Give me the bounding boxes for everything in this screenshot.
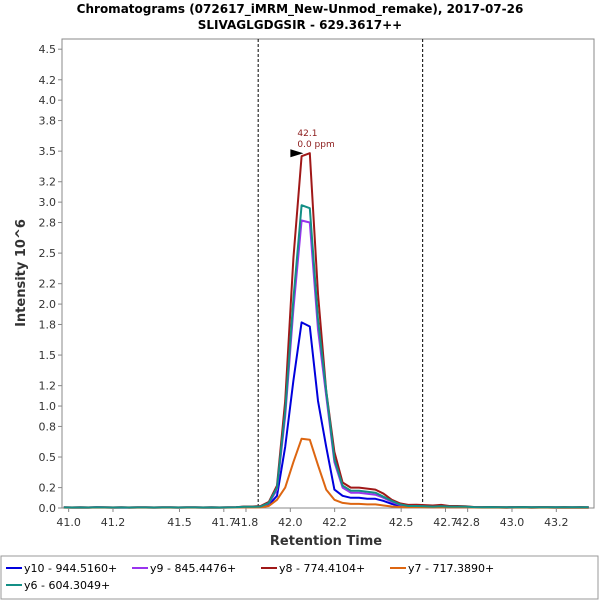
peak-annotation-text: 0.0 ppm	[297, 140, 334, 150]
legend-label: y9 - 845.4476+	[150, 562, 236, 575]
peak-arrow-icon	[290, 149, 304, 158]
y-tick-label: 1.0	[39, 400, 57, 413]
peak-annotation: 42.10.0 ppm	[290, 129, 335, 158]
series-line	[63, 204, 589, 509]
plot-frame	[61, 38, 595, 509]
x-tick-label: 42.0	[278, 516, 303, 529]
y-tick-label: 2.8	[39, 217, 57, 230]
x-tick-label: 42.2	[322, 516, 347, 529]
legend: y10 - 944.5160+ y9 - 845.4476+ y8 - 774.41…	[0, 555, 599, 600]
integration-boundaries	[257, 39, 424, 508]
legend-label: y10 - 944.5160+	[24, 562, 117, 575]
x-tick-label: 43.0	[500, 516, 525, 529]
y-tick-label: 1.8	[39, 318, 57, 331]
y-tick-label: 0.2	[39, 482, 57, 495]
y-tick-label: 3.8	[39, 115, 57, 128]
y-tick-label: 3.5	[39, 145, 57, 158]
y-axis: 0.0 0.2 0.5 0.8 1.0 1.2 1.5 1.8 2.0 2.2 2.5 2.8 3.0 3…	[39, 43, 62, 515]
y-tick-label: 2.5	[39, 247, 57, 260]
legend-label: y7 - 717.3890+	[408, 562, 494, 575]
y-tick-label: 3.2	[39, 176, 57, 189]
legend-frame	[0, 555, 599, 600]
y-tick-label: 3.0	[39, 196, 57, 209]
x-tick-label: 43.2	[544, 516, 569, 529]
x-tick-label: 41.2	[101, 516, 126, 529]
legend-label: y6 - 604.3049+	[24, 579, 110, 592]
y-axis-label: Intensity 10^6	[14, 219, 29, 327]
y-tick-label: 2.0	[39, 298, 57, 311]
x-tick-label: 42.7	[433, 516, 458, 529]
y-tick-label: 0.0	[39, 502, 57, 515]
y-tick-label: 2.2	[39, 278, 57, 291]
x-tick-label: 42.5	[389, 516, 414, 529]
y-tick-label: 4.2	[39, 74, 57, 87]
x-tick-label: 41.7	[212, 516, 237, 529]
y-tick-label: 4.0	[39, 94, 57, 107]
y-tick-label: 0.8	[39, 420, 57, 433]
x-axis-label: Retention Time	[270, 534, 382, 549]
y-tick-label: 4.5	[39, 43, 57, 56]
chart-title: Chromatograms (072617_iMRM_New-Unmod_rem…	[77, 2, 524, 17]
series-layer	[63, 152, 589, 509]
plot-area[interactable]: 42.10.0 ppm	[61, 38, 595, 509]
y-tick-label: 1.5	[39, 349, 57, 362]
x-tick-label: 41.5	[167, 516, 192, 529]
y-tick-label: 1.2	[39, 380, 57, 393]
peak-annotation-text: 42.1	[297, 129, 317, 139]
legend-label: y8 - 774.4104+	[279, 562, 365, 575]
x-tick-label: 41.0	[56, 516, 81, 529]
x-tick-label: 42.8	[455, 516, 480, 529]
chart-subtitle: SLIVAGLGDGSIR - 629.3617++	[198, 18, 402, 32]
x-axis: 41.0 41.2 41.5 41.741.8 42.0 42.2 42.5 42.742.8…	[56, 508, 569, 529]
y-tick-label: 0.5	[39, 451, 57, 464]
x-tick-label: 41.8	[234, 516, 259, 529]
